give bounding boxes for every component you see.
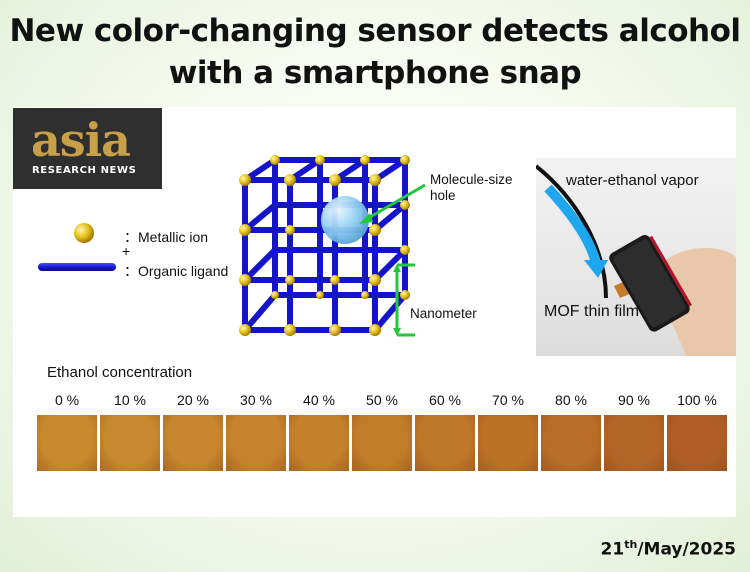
concentration-label: 30 % (240, 392, 272, 408)
concentration-label: 70 % (492, 392, 524, 408)
concentration-swatch (415, 415, 475, 471)
concentration-swatch (289, 415, 349, 471)
headline: New color-changing sensor detects alcoho… (0, 10, 750, 94)
concentration-swatch (667, 415, 727, 471)
headline-line-2: with a smartphone snap (168, 55, 582, 91)
concentration-label: 90 % (618, 392, 650, 408)
nanometer-label: Nanometer (410, 306, 477, 321)
legend-metallic-ion: ：Metallic ion (124, 229, 209, 245)
logo-word: asia (31, 113, 131, 167)
ethanol-concentration-title: Ethanol concentration (47, 364, 193, 381)
concentration-label: 80 % (555, 392, 587, 408)
legend-organic-ligand: ：Organic ligand (124, 263, 229, 279)
concentration-swatch (37, 415, 97, 471)
hole-label-line-1: Molecule-size (430, 172, 513, 187)
logo-subtitle: RESEARCH NEWS (32, 165, 137, 176)
date-day: 21 (600, 540, 625, 560)
date-stamp: 21th/May/2025 (601, 538, 736, 560)
vapor-label: water-ethanol vapor (566, 172, 699, 189)
metallic-ion-legend-icon (74, 223, 94, 243)
concentration-label: 100 % (677, 392, 717, 408)
concentration-swatch (478, 415, 538, 471)
mof-framework-diagram (239, 155, 426, 337)
organic-ligand-legend-icon (38, 263, 116, 271)
legend-plus: + (122, 243, 131, 259)
concentration-swatch (541, 415, 601, 471)
concentration-swatch (352, 415, 412, 471)
concentration-swatch (604, 415, 664, 471)
photo-illustration (536, 164, 736, 356)
concentration-label: 0 % (54, 392, 80, 408)
concentration-label: 60 % (429, 392, 461, 408)
concentration-label: 40 % (303, 392, 335, 408)
concentration-label: 10 % (114, 392, 146, 408)
asia-research-news-logo: asia RESEARCH NEWS (13, 108, 162, 189)
date-suffix: th (624, 538, 638, 552)
concentration-swatch (226, 415, 286, 471)
concentration-strip: 0 % 10 % 20 % 30 % 40 % 50 % 60 % 70 % 80 % 90 % 1… (37, 392, 727, 472)
concentration-swatch (163, 415, 223, 471)
date-rest: /May/2025 (637, 540, 736, 560)
concentration-label: 20 % (177, 392, 209, 408)
pore-bubble-icon (321, 196, 369, 244)
concentration-swatch (100, 415, 160, 471)
mof-film-label: MOF thin film (544, 303, 640, 320)
concentration-label: 50 % (366, 392, 398, 408)
hole-label-line-2: hole (430, 188, 456, 203)
headline-line-1: New color-changing sensor detects alcoho… (9, 13, 741, 49)
smartphone-photo: water-ethanol vapor MOF thin film (536, 158, 736, 356)
